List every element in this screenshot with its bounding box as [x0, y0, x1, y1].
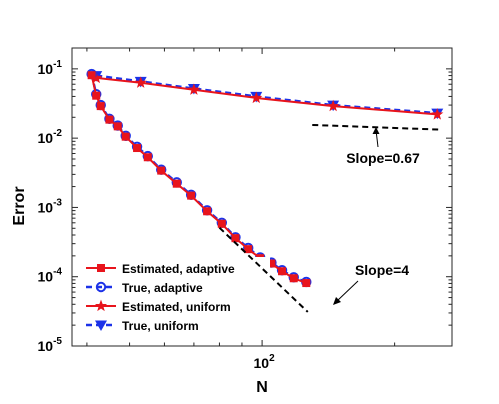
data-point: [244, 245, 253, 254]
y-tick-label: 10-1: [38, 59, 63, 77]
data-point: [105, 115, 114, 124]
data-point: [92, 91, 101, 100]
data-point: [250, 91, 263, 104]
x-tick-label: 102: [254, 353, 276, 371]
tick-base: 10: [38, 61, 54, 77]
tick-exponent: -1: [53, 59, 62, 70]
annotations: Slope=0.67 Slope=4: [218, 123, 439, 313]
data-point: [172, 179, 181, 188]
legend: Estimated, adaptive True, adaptive Estimat…: [80, 257, 270, 337]
legend-entry: True, uniform: [86, 319, 199, 333]
y-axis-label: Error: [11, 186, 28, 225]
data-point: [134, 76, 147, 88]
x-axis-label: N: [256, 379, 268, 396]
tick-exponent: -2: [53, 128, 62, 139]
series-line: [96, 76, 438, 116]
data-point: [187, 83, 200, 95]
tick-exponent: -5: [53, 336, 62, 347]
legend-marker: [95, 281, 107, 293]
data-point: [327, 99, 340, 112]
y-tick-label: 10-4: [38, 267, 63, 285]
y-tick-label: 10-3: [38, 197, 63, 215]
tick-base: 10: [38, 130, 54, 146]
data-point: [302, 279, 311, 288]
y-tick-label: 10-5: [38, 336, 63, 354]
data-point: [96, 102, 105, 111]
legend-marker: [97, 264, 105, 272]
data-point: [143, 153, 152, 162]
data-point: [278, 267, 287, 276]
tick-base: 10: [38, 269, 54, 285]
data-point: [121, 132, 130, 141]
legend-marker: [95, 320, 107, 331]
tick-exponent: -4: [53, 267, 62, 278]
plot-layer: [86, 68, 444, 288]
tick-base: 10: [254, 355, 270, 371]
data-point: [113, 122, 122, 131]
tick-exponent: 2: [269, 353, 275, 364]
legend-label: True, uniform: [122, 319, 199, 333]
data-point: [431, 108, 444, 120]
y-tick-label: 10-2: [38, 128, 63, 146]
data-point: [157, 166, 166, 175]
data-point: [231, 234, 240, 243]
data-point: [187, 191, 196, 200]
series-estimated-uniform: [90, 71, 444, 120]
tick-base: 10: [38, 338, 54, 354]
legend-label: Estimated, uniform: [122, 300, 231, 314]
annotation-arrowhead: [372, 127, 380, 134]
data-point: [133, 144, 142, 153]
legend-marker: [94, 299, 108, 312]
data-point: [267, 259, 276, 268]
legend-entry: True, adaptive: [86, 281, 203, 295]
slope-reference-line: [218, 226, 309, 313]
slope-label: Slope=0.67: [346, 150, 420, 166]
legend-label: True, adaptive: [122, 281, 203, 295]
data-point: [203, 207, 212, 216]
data-point: [289, 274, 298, 283]
annotation-arrow: [336, 280, 359, 302]
slope-reference-line: [312, 123, 439, 131]
legend-entry: Estimated, uniform: [86, 299, 231, 314]
slope-label: Slope=4: [355, 262, 409, 278]
data-point: [217, 219, 226, 228]
legend-label: Estimated, adaptive: [122, 262, 235, 276]
tick-exponent: -3: [53, 197, 62, 208]
annotation-arrowhead: [333, 297, 341, 305]
tick-base: 10: [38, 199, 54, 215]
data-point: [87, 71, 96, 80]
legend-entry: Estimated, adaptive: [86, 262, 235, 276]
legend-box: [80, 257, 270, 337]
